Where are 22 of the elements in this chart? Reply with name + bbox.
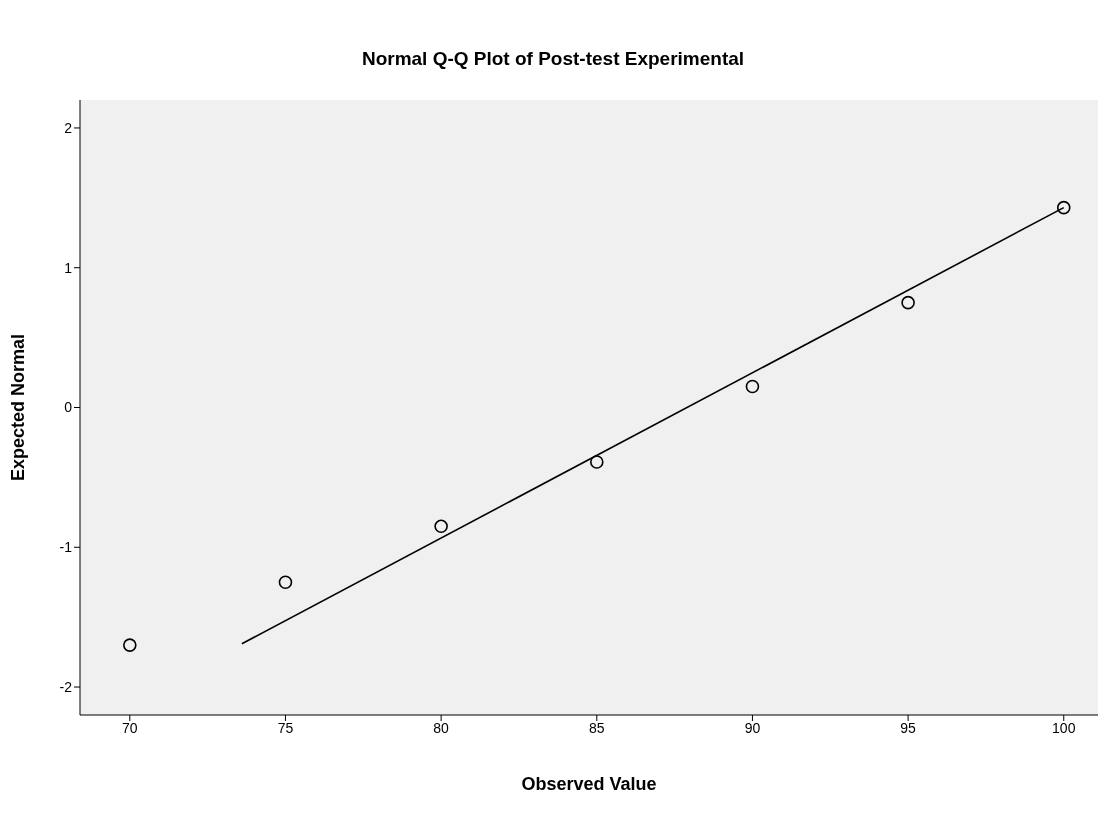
point [434, 519, 448, 534]
x-tick-label: 85 [588, 719, 605, 736]
y-tick-label: 0 [64, 399, 73, 416]
x-axis-title: Observed Value [521, 774, 657, 794]
y-tick-label: -1 [59, 539, 73, 556]
x-tick-label: 80 [433, 719, 450, 736]
point [901, 295, 915, 310]
point [278, 575, 293, 590]
point [745, 379, 760, 394]
point [589, 455, 604, 469]
x-tick-label: 95 [900, 719, 917, 736]
chart-title: Normal Q-Q Plot of Post-test Experimental [360, 47, 746, 71]
y-tick-label: 2 [64, 119, 73, 136]
point [1056, 200, 1071, 215]
x-tick-label: 75 [277, 719, 294, 736]
x-tick-label: 70 [122, 719, 138, 736]
x-tick-label: 100 [1052, 719, 1076, 736]
y-tick-label: -2 [59, 679, 73, 696]
y-tick-label: 1 [64, 259, 73, 276]
point [123, 638, 137, 652]
y-axis-title: Expected Normal [8, 333, 29, 482]
x-tick-label: 90 [744, 719, 761, 736]
